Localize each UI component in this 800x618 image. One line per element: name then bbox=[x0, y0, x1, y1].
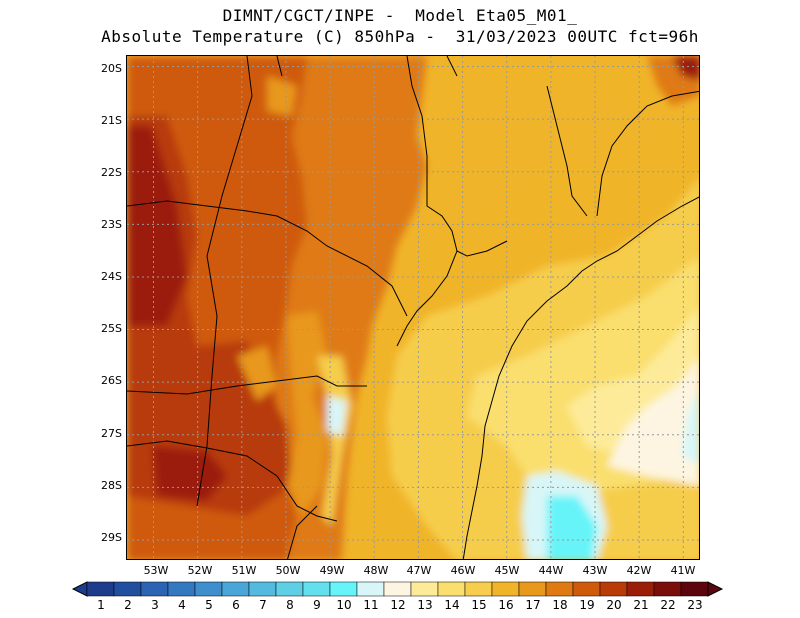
colorbar-swatch bbox=[383, 581, 412, 597]
colorbar-label: 6 bbox=[232, 598, 240, 612]
lon-label-53w: 53W bbox=[143, 564, 169, 577]
lat-label-23s: 23S bbox=[101, 218, 122, 231]
lat-label-26s: 26S bbox=[101, 374, 122, 387]
state-border-sp-mg bbox=[406, 56, 508, 257]
lon-label-49w: 49W bbox=[319, 564, 345, 577]
colorbar-swatch bbox=[167, 581, 196, 597]
colorbar-label: 2 bbox=[124, 598, 132, 612]
lon-label-48w: 48W bbox=[363, 564, 389, 577]
colorbar-label: 3 bbox=[151, 598, 159, 612]
coastline bbox=[462, 196, 699, 559]
lon-label-45w: 45W bbox=[494, 564, 520, 577]
coastline-and-borders bbox=[127, 56, 699, 559]
colorbar-arrow-low bbox=[71, 581, 88, 597]
lon-label-44w: 44W bbox=[538, 564, 564, 577]
colorbar-label: 20 bbox=[606, 598, 622, 612]
colorbar-label: 9 bbox=[313, 598, 321, 612]
colorbar-swatch bbox=[653, 581, 682, 597]
lat-label-20s: 20S bbox=[101, 62, 122, 75]
lon-label-41w: 41W bbox=[670, 564, 696, 577]
map-title-line-1: DIMNT/CGCT/INPE - Model Eta05_M01_ bbox=[222, 6, 578, 25]
lat-lon-grid bbox=[127, 56, 699, 559]
lat-label-29s: 29S bbox=[101, 531, 122, 544]
colorbar-label: 1 bbox=[97, 598, 105, 612]
state-border-rj-mg bbox=[596, 90, 699, 217]
colorbar-swatch bbox=[275, 581, 304, 597]
colorbar-label: 22 bbox=[660, 598, 676, 612]
lat-label-28s: 28S bbox=[101, 479, 122, 492]
colorbar-label: 19 bbox=[579, 598, 595, 612]
colorbar-label: 15 bbox=[471, 598, 487, 612]
river-border-west bbox=[196, 56, 253, 507]
lat-label-27s: 27S bbox=[101, 427, 122, 440]
colorbar-swatch bbox=[464, 581, 493, 597]
lon-label-43w: 43W bbox=[582, 564, 608, 577]
state-border-pr-sc bbox=[127, 375, 367, 395]
temperature-colorbar bbox=[71, 581, 724, 597]
lon-label-47w: 47W bbox=[406, 564, 432, 577]
colorbar-label: 12 bbox=[390, 598, 406, 612]
colorbar-swatch bbox=[680, 581, 709, 597]
colorbar-label: 13 bbox=[417, 598, 433, 612]
colorbar-swatch bbox=[545, 581, 574, 597]
colorbar-label: 14 bbox=[444, 598, 460, 612]
temperature-map bbox=[127, 56, 699, 559]
lon-label-51w: 51W bbox=[231, 564, 257, 577]
colorbar-swatch bbox=[248, 581, 277, 597]
lon-label-42w: 42W bbox=[626, 564, 652, 577]
colorbar-label: 23 bbox=[687, 598, 703, 612]
state-border-ms-pr bbox=[127, 200, 408, 317]
colorbar-label: 4 bbox=[178, 598, 186, 612]
colorbar-swatch bbox=[302, 581, 331, 597]
colorbar-label: 5 bbox=[205, 598, 213, 612]
border-south bbox=[287, 505, 318, 559]
colorbar-arrow-high bbox=[707, 581, 724, 597]
colorbar-swatch bbox=[437, 581, 466, 597]
field-cyan-pocket bbox=[547, 496, 597, 559]
colorbar-label: 18 bbox=[552, 598, 568, 612]
colorbar-label: 7 bbox=[259, 598, 267, 612]
colorbar-label: 10 bbox=[336, 598, 352, 612]
colorbar-swatch bbox=[518, 581, 547, 597]
lat-label-21s: 21S bbox=[101, 114, 122, 127]
colorbar-swatch bbox=[140, 581, 169, 597]
colorbar-label: 21 bbox=[633, 598, 649, 612]
colorbar-swatch bbox=[626, 581, 655, 597]
state-border-sp-pr bbox=[396, 250, 458, 347]
state-border-mg-sp bbox=[546, 85, 588, 217]
colorbar-swatch bbox=[572, 581, 601, 597]
colorbar-swatch bbox=[86, 581, 115, 597]
lat-label-24s: 24S bbox=[101, 270, 122, 283]
colorbar-swatch bbox=[194, 581, 223, 597]
field-dark-red-north bbox=[127, 126, 187, 326]
lon-label-50w: 50W bbox=[275, 564, 301, 577]
lon-label-52w: 52W bbox=[187, 564, 213, 577]
colorbar-swatch bbox=[491, 581, 520, 597]
colorbar-swatch bbox=[221, 581, 250, 597]
lon-label-46w: 46W bbox=[450, 564, 476, 577]
colorbar-label: 8 bbox=[286, 598, 294, 612]
field-cream bbox=[607, 358, 699, 486]
colorbar-swatch bbox=[113, 581, 142, 597]
state-border-sc-rs bbox=[127, 440, 338, 522]
colorbar-label: 17 bbox=[525, 598, 541, 612]
colorbar-swatch bbox=[356, 581, 385, 597]
colorbar-label: 11 bbox=[363, 598, 379, 612]
colorbar-swatch bbox=[329, 581, 358, 597]
colorbar-swatch bbox=[599, 581, 628, 597]
colorbar-label: 16 bbox=[498, 598, 514, 612]
map-panel bbox=[126, 55, 700, 560]
lat-label-25s: 25S bbox=[101, 322, 122, 335]
colorbar-swatch bbox=[410, 581, 439, 597]
map-title-line-2: Absolute Temperature (C) 850hPa - 31/03/… bbox=[101, 27, 699, 46]
lat-label-22s: 22S bbox=[101, 166, 122, 179]
